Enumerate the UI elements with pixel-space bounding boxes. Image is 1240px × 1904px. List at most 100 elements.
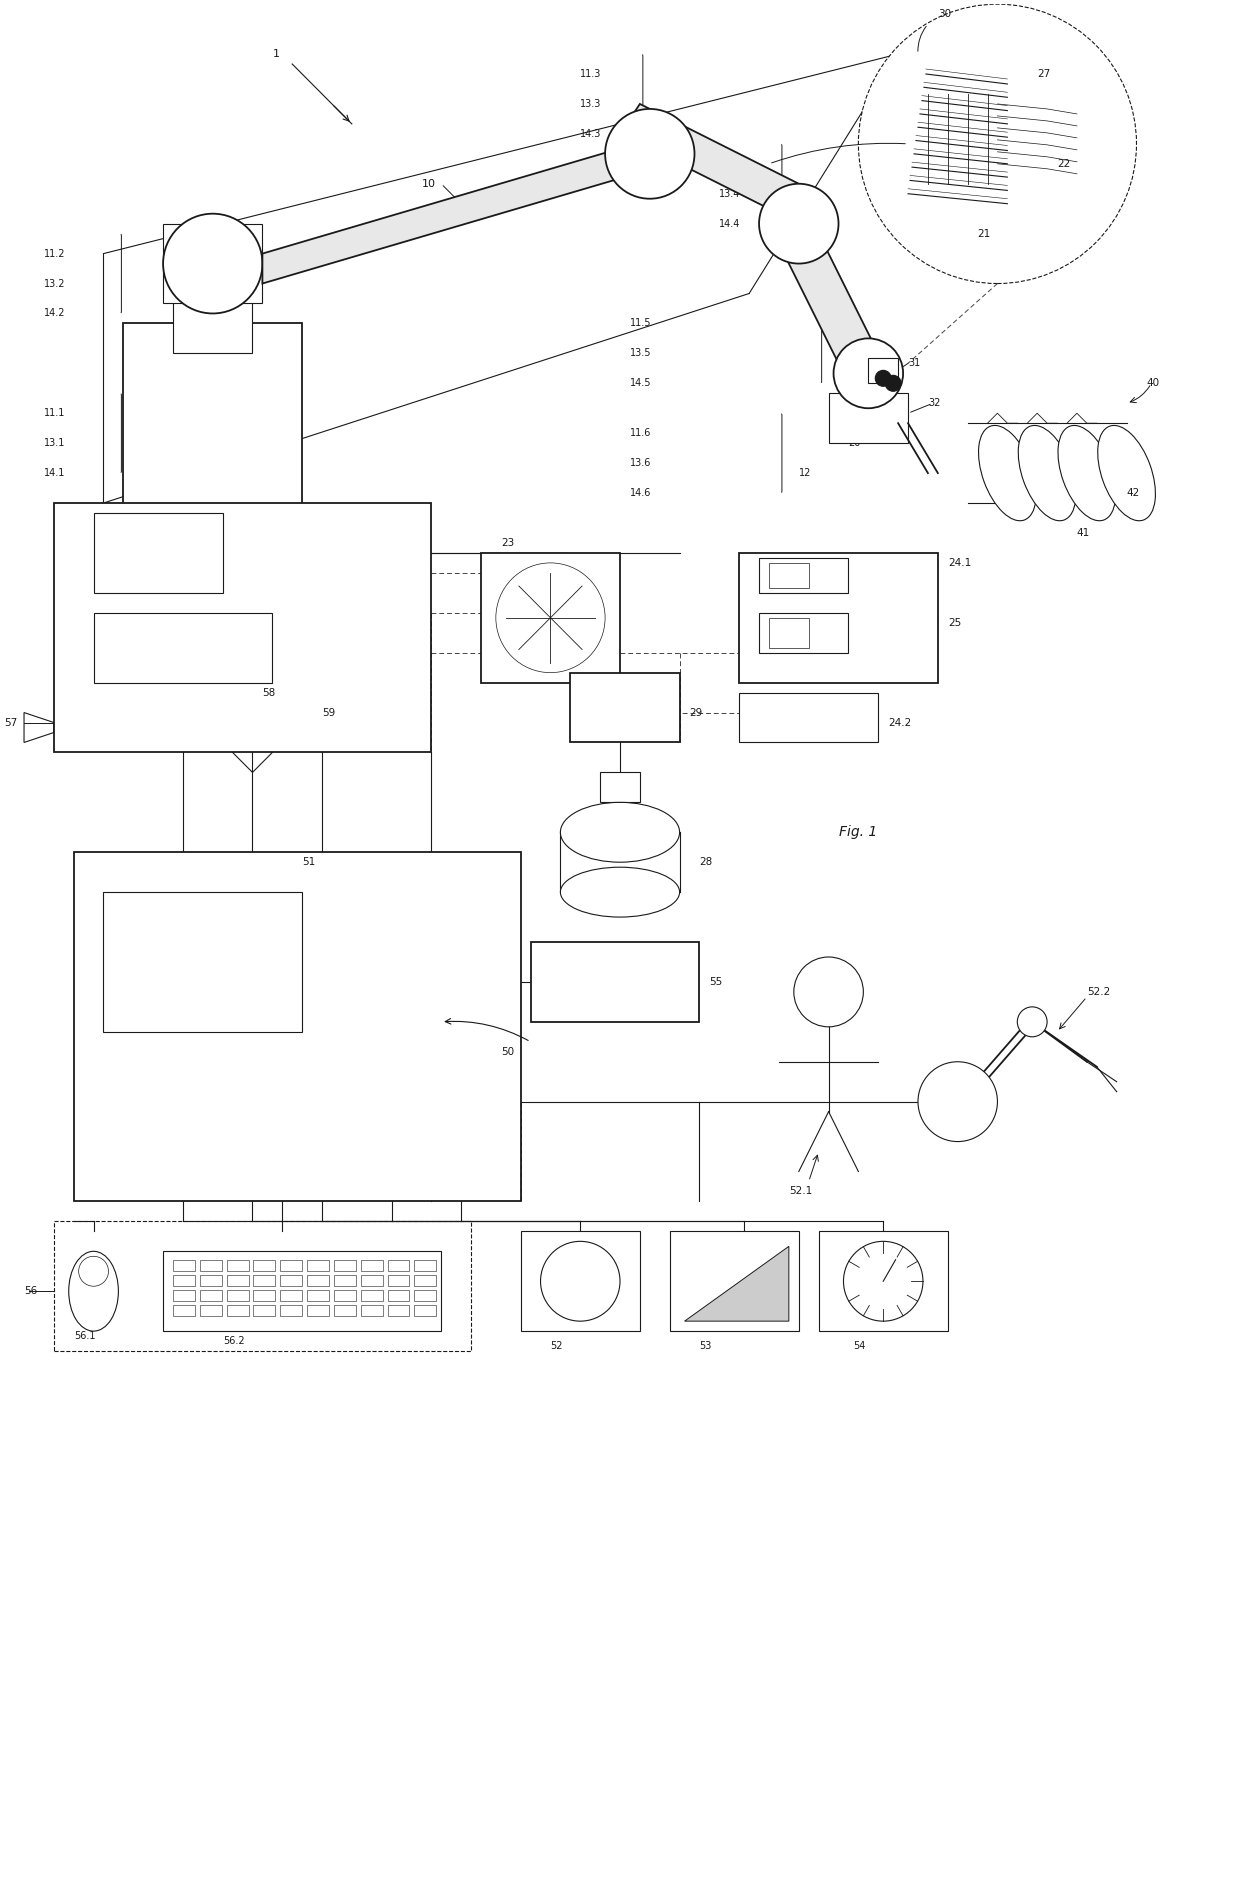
Bar — [414, 1291, 436, 1300]
Bar — [280, 1291, 303, 1300]
Polygon shape — [620, 105, 818, 223]
Text: 10: 10 — [422, 179, 435, 188]
Circle shape — [858, 4, 1137, 284]
Bar — [253, 1291, 275, 1300]
Text: 59: 59 — [322, 708, 335, 718]
Text: 29: 29 — [689, 708, 703, 718]
Text: 54: 54 — [853, 1340, 866, 1352]
Bar — [414, 1276, 436, 1287]
Bar — [200, 1260, 222, 1272]
Bar — [334, 1276, 356, 1287]
Bar — [164, 1251, 441, 1331]
Ellipse shape — [1097, 425, 1156, 520]
Bar — [200, 1306, 222, 1316]
Text: 31: 31 — [908, 358, 920, 367]
Bar — [334, 1260, 356, 1272]
Text: 52.2: 52.2 — [1086, 986, 1110, 998]
Bar — [174, 293, 253, 354]
Text: 13.1: 13.1 — [43, 438, 66, 447]
Text: 13.6: 13.6 — [630, 459, 651, 468]
Bar — [414, 1260, 436, 1272]
Text: Fig. 1: Fig. 1 — [838, 824, 877, 840]
Circle shape — [501, 567, 600, 668]
Text: 27: 27 — [1037, 69, 1050, 78]
Text: 56.2: 56.2 — [223, 1337, 244, 1346]
Text: 24.2: 24.2 — [888, 718, 911, 727]
Text: 14.5: 14.5 — [630, 379, 651, 388]
Ellipse shape — [78, 1257, 108, 1287]
Text: 51: 51 — [303, 857, 315, 866]
Bar — [388, 1291, 409, 1300]
Bar — [123, 324, 303, 524]
Text: 25: 25 — [947, 617, 961, 628]
Text: 22: 22 — [1056, 158, 1070, 169]
Circle shape — [885, 375, 901, 392]
Text: 56.1: 56.1 — [73, 1331, 95, 1340]
Text: 11.6: 11.6 — [630, 428, 651, 438]
Bar — [174, 1276, 195, 1287]
Bar — [227, 1291, 248, 1300]
Bar — [570, 672, 680, 743]
Circle shape — [794, 958, 863, 1026]
Bar — [227, 1276, 248, 1287]
Bar — [164, 223, 263, 303]
Bar — [334, 1306, 356, 1316]
Bar — [361, 1291, 383, 1300]
Circle shape — [843, 1241, 923, 1321]
Text: 52: 52 — [551, 1340, 563, 1352]
Text: 32: 32 — [928, 398, 940, 407]
Text: 56: 56 — [24, 1287, 37, 1297]
Bar — [280, 1306, 303, 1316]
Bar — [200, 1276, 222, 1287]
Bar — [253, 1260, 275, 1272]
Bar — [227, 1260, 248, 1272]
Circle shape — [496, 564, 605, 672]
Polygon shape — [24, 712, 53, 743]
Bar — [759, 558, 848, 592]
Text: 11.1: 11.1 — [43, 407, 66, 419]
Bar — [308, 1291, 329, 1300]
Bar — [174, 1291, 195, 1300]
Bar — [53, 1220, 471, 1352]
Text: 30: 30 — [937, 10, 951, 19]
Text: 43: 43 — [878, 407, 890, 419]
Text: 11.4: 11.4 — [719, 158, 740, 169]
Bar — [73, 853, 521, 1201]
Bar — [868, 358, 898, 383]
Bar — [388, 1260, 409, 1272]
Bar — [174, 1306, 195, 1316]
Text: 11.2: 11.2 — [43, 249, 66, 259]
Text: 52.1: 52.1 — [789, 1186, 812, 1196]
Bar — [759, 613, 848, 653]
Bar — [174, 1260, 195, 1272]
Bar — [769, 617, 808, 647]
Text: 26: 26 — [739, 169, 753, 179]
Text: 14.3: 14.3 — [580, 129, 601, 139]
Text: 14.1: 14.1 — [43, 468, 66, 478]
Bar — [414, 1306, 436, 1316]
Text: 57: 57 — [4, 718, 17, 727]
Bar — [93, 512, 223, 592]
Text: 14.4: 14.4 — [719, 219, 740, 228]
Text: 1: 1 — [273, 50, 279, 59]
Circle shape — [918, 1062, 997, 1142]
Circle shape — [1017, 1007, 1047, 1038]
Circle shape — [605, 109, 694, 198]
Bar — [481, 552, 620, 684]
Text: 41: 41 — [1076, 527, 1090, 539]
Text: 40: 40 — [1147, 379, 1159, 388]
Text: 28: 28 — [699, 857, 713, 866]
Bar — [531, 942, 699, 1022]
Text: 24.1: 24.1 — [947, 558, 971, 567]
Text: 13.4: 13.4 — [719, 188, 740, 198]
Ellipse shape — [68, 1251, 118, 1331]
Ellipse shape — [978, 425, 1037, 520]
Text: 42: 42 — [1127, 487, 1140, 499]
Polygon shape — [684, 1247, 789, 1321]
Bar — [200, 1291, 222, 1300]
Bar — [739, 552, 937, 684]
Text: 53: 53 — [699, 1340, 712, 1352]
Ellipse shape — [1058, 425, 1116, 520]
Polygon shape — [263, 133, 670, 284]
Bar — [253, 1276, 275, 1287]
